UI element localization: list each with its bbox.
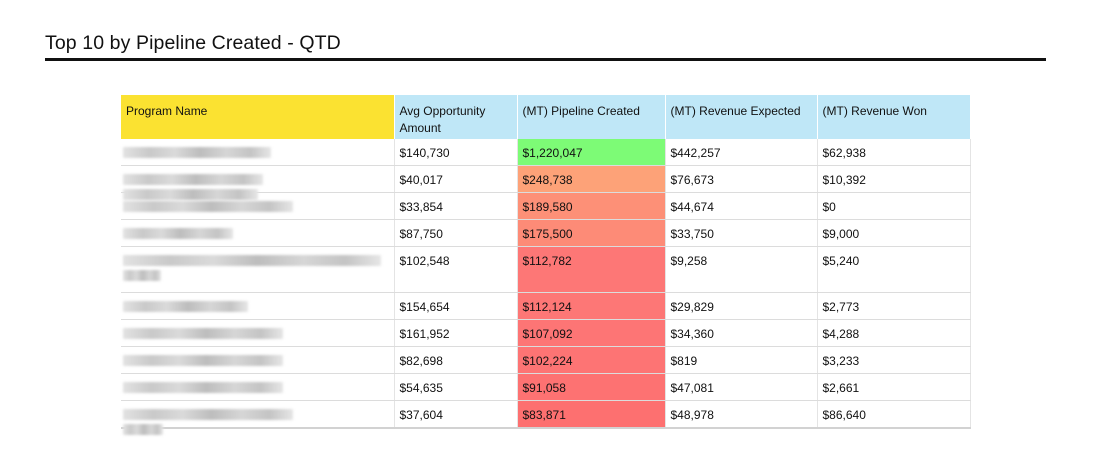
avg-opportunity-cell[interactable]: $102,548: [394, 246, 518, 293]
table-body: $140,730 $1,220,047 $442,257 $62,938 $40,017…: [121, 139, 971, 435]
avg-opportunity-cell[interactable]: $161,952: [394, 319, 518, 347]
program-name-cell[interactable]: [121, 373, 395, 401]
program-name-cell[interactable]: [121, 219, 395, 247]
revenue-won-cell[interactable]: $5,240: [817, 246, 971, 293]
program-name-cell[interactable]: [121, 292, 395, 320]
program-name-cell[interactable]: [121, 139, 395, 166]
revenue-won-cell[interactable]: $0: [817, 192, 971, 220]
table-row[interactable]: $87,750 $175,500 $33,750 $9,000: [121, 219, 971, 247]
revenue-won-cell[interactable]: $62,938: [817, 139, 971, 166]
program-name-cell[interactable]: [121, 400, 395, 435]
redacted-program-name: [123, 228, 233, 239]
revenue-won-cell[interactable]: $10,392: [817, 165, 971, 193]
redacted-program-name: [123, 382, 283, 393]
table-row[interactable]: $54,635 $91,058 $47,081 $2,661: [121, 373, 971, 401]
pipeline-created-cell[interactable]: $102,224: [517, 346, 666, 374]
revenue-expected-cell[interactable]: $48,978: [665, 400, 818, 429]
avg-opportunity-cell[interactable]: $82,698: [394, 346, 518, 374]
revenue-won-cell[interactable]: $2,773: [817, 292, 971, 320]
table-row[interactable]: $161,952 $107,092 $34,360 $4,288: [121, 319, 971, 347]
avg-opportunity-cell[interactable]: $40,017: [394, 165, 518, 193]
avg-opportunity-cell[interactable]: $154,654: [394, 292, 518, 320]
redacted-program-name: [123, 355, 283, 366]
revenue-expected-cell[interactable]: $442,257: [665, 139, 818, 166]
pipeline-created-cell[interactable]: $112,782: [517, 246, 666, 293]
redacted-program-name: [123, 270, 161, 281]
table-row[interactable]: $40,017 $248,738 $76,673 $10,392: [121, 165, 971, 200]
program-name-cell[interactable]: [121, 165, 395, 200]
revenue-won-cell[interactable]: $86,640: [817, 400, 971, 429]
column-header-pipeline-created[interactable]: (MT) Pipeline Created: [517, 95, 666, 139]
revenue-expected-cell[interactable]: $819: [665, 346, 818, 374]
redacted-program-name: [123, 301, 248, 312]
avg-opportunity-cell[interactable]: $37,604: [394, 400, 518, 429]
pipeline-created-cell[interactable]: $189,580: [517, 192, 666, 220]
redacted-program-name: [123, 328, 283, 339]
revenue-expected-cell[interactable]: $29,829: [665, 292, 818, 320]
redacted-program-name: [123, 424, 163, 435]
redacted-program-name: [123, 174, 263, 185]
table-header-row: Program Name Avg Opportunity Amount (MT)…: [121, 95, 971, 139]
pipeline-created-cell[interactable]: $91,058: [517, 373, 666, 401]
pipeline-created-cell[interactable]: $248,738: [517, 165, 666, 193]
revenue-expected-cell[interactable]: $9,258: [665, 246, 818, 293]
revenue-expected-cell[interactable]: $33,750: [665, 219, 818, 247]
pipeline-created-cell[interactable]: $1,220,047: [517, 139, 666, 166]
column-header-program-name[interactable]: Program Name: [121, 95, 395, 139]
table-row[interactable]: $140,730 $1,220,047 $442,257 $62,938: [121, 139, 971, 166]
table-row[interactable]: $82,698 $102,224 $819 $3,233: [121, 346, 971, 374]
redacted-program-name: [123, 201, 293, 212]
avg-opportunity-cell[interactable]: $140,730: [394, 139, 518, 166]
program-name-cell[interactable]: [121, 192, 395, 220]
pipeline-created-cell[interactable]: $175,500: [517, 219, 666, 247]
revenue-expected-cell[interactable]: $44,674: [665, 192, 818, 220]
redacted-program-name: [123, 409, 293, 420]
revenue-expected-cell[interactable]: $47,081: [665, 373, 818, 401]
report-title: Top 10 by Pipeline Created - QTD: [45, 32, 341, 54]
avg-opportunity-cell[interactable]: $54,635: [394, 373, 518, 401]
avg-opportunity-cell[interactable]: $33,854: [394, 192, 518, 220]
title-divider: [45, 58, 1046, 61]
program-name-cell[interactable]: [121, 346, 395, 374]
redacted-program-name: [123, 255, 381, 266]
pipeline-created-cell[interactable]: $107,092: [517, 319, 666, 347]
pipeline-created-cell[interactable]: $83,871: [517, 400, 666, 429]
column-header-avg-opportunity[interactable]: Avg Opportunity Amount: [394, 95, 518, 139]
pipeline-table: Program Name Avg Opportunity Amount (MT)…: [121, 95, 971, 435]
column-header-revenue-won[interactable]: (MT) Revenue Won: [817, 95, 971, 139]
table-row[interactable]: $154,654 $112,124 $29,829 $2,773: [121, 292, 971, 320]
program-name-cell[interactable]: [121, 246, 395, 293]
redacted-program-name: [123, 147, 271, 158]
table-row[interactable]: $37,604 $83,871 $48,978 $86,640: [121, 400, 971, 435]
column-header-revenue-expected[interactable]: (MT) Revenue Expected: [665, 95, 818, 139]
revenue-expected-cell[interactable]: $76,673: [665, 165, 818, 193]
revenue-won-cell[interactable]: $9,000: [817, 219, 971, 247]
revenue-won-cell[interactable]: $3,233: [817, 346, 971, 374]
table-row[interactable]: $102,548 $112,782 $9,258 $5,240: [121, 246, 971, 293]
revenue-expected-cell[interactable]: $34,360: [665, 319, 818, 347]
revenue-won-cell[interactable]: $2,661: [817, 373, 971, 401]
program-name-cell[interactable]: [121, 319, 395, 347]
table-row[interactable]: $33,854 $189,580 $44,674 $0: [121, 192, 971, 220]
pipeline-created-cell[interactable]: $112,124: [517, 292, 666, 320]
revenue-won-cell[interactable]: $4,288: [817, 319, 971, 347]
avg-opportunity-cell[interactable]: $87,750: [394, 219, 518, 247]
